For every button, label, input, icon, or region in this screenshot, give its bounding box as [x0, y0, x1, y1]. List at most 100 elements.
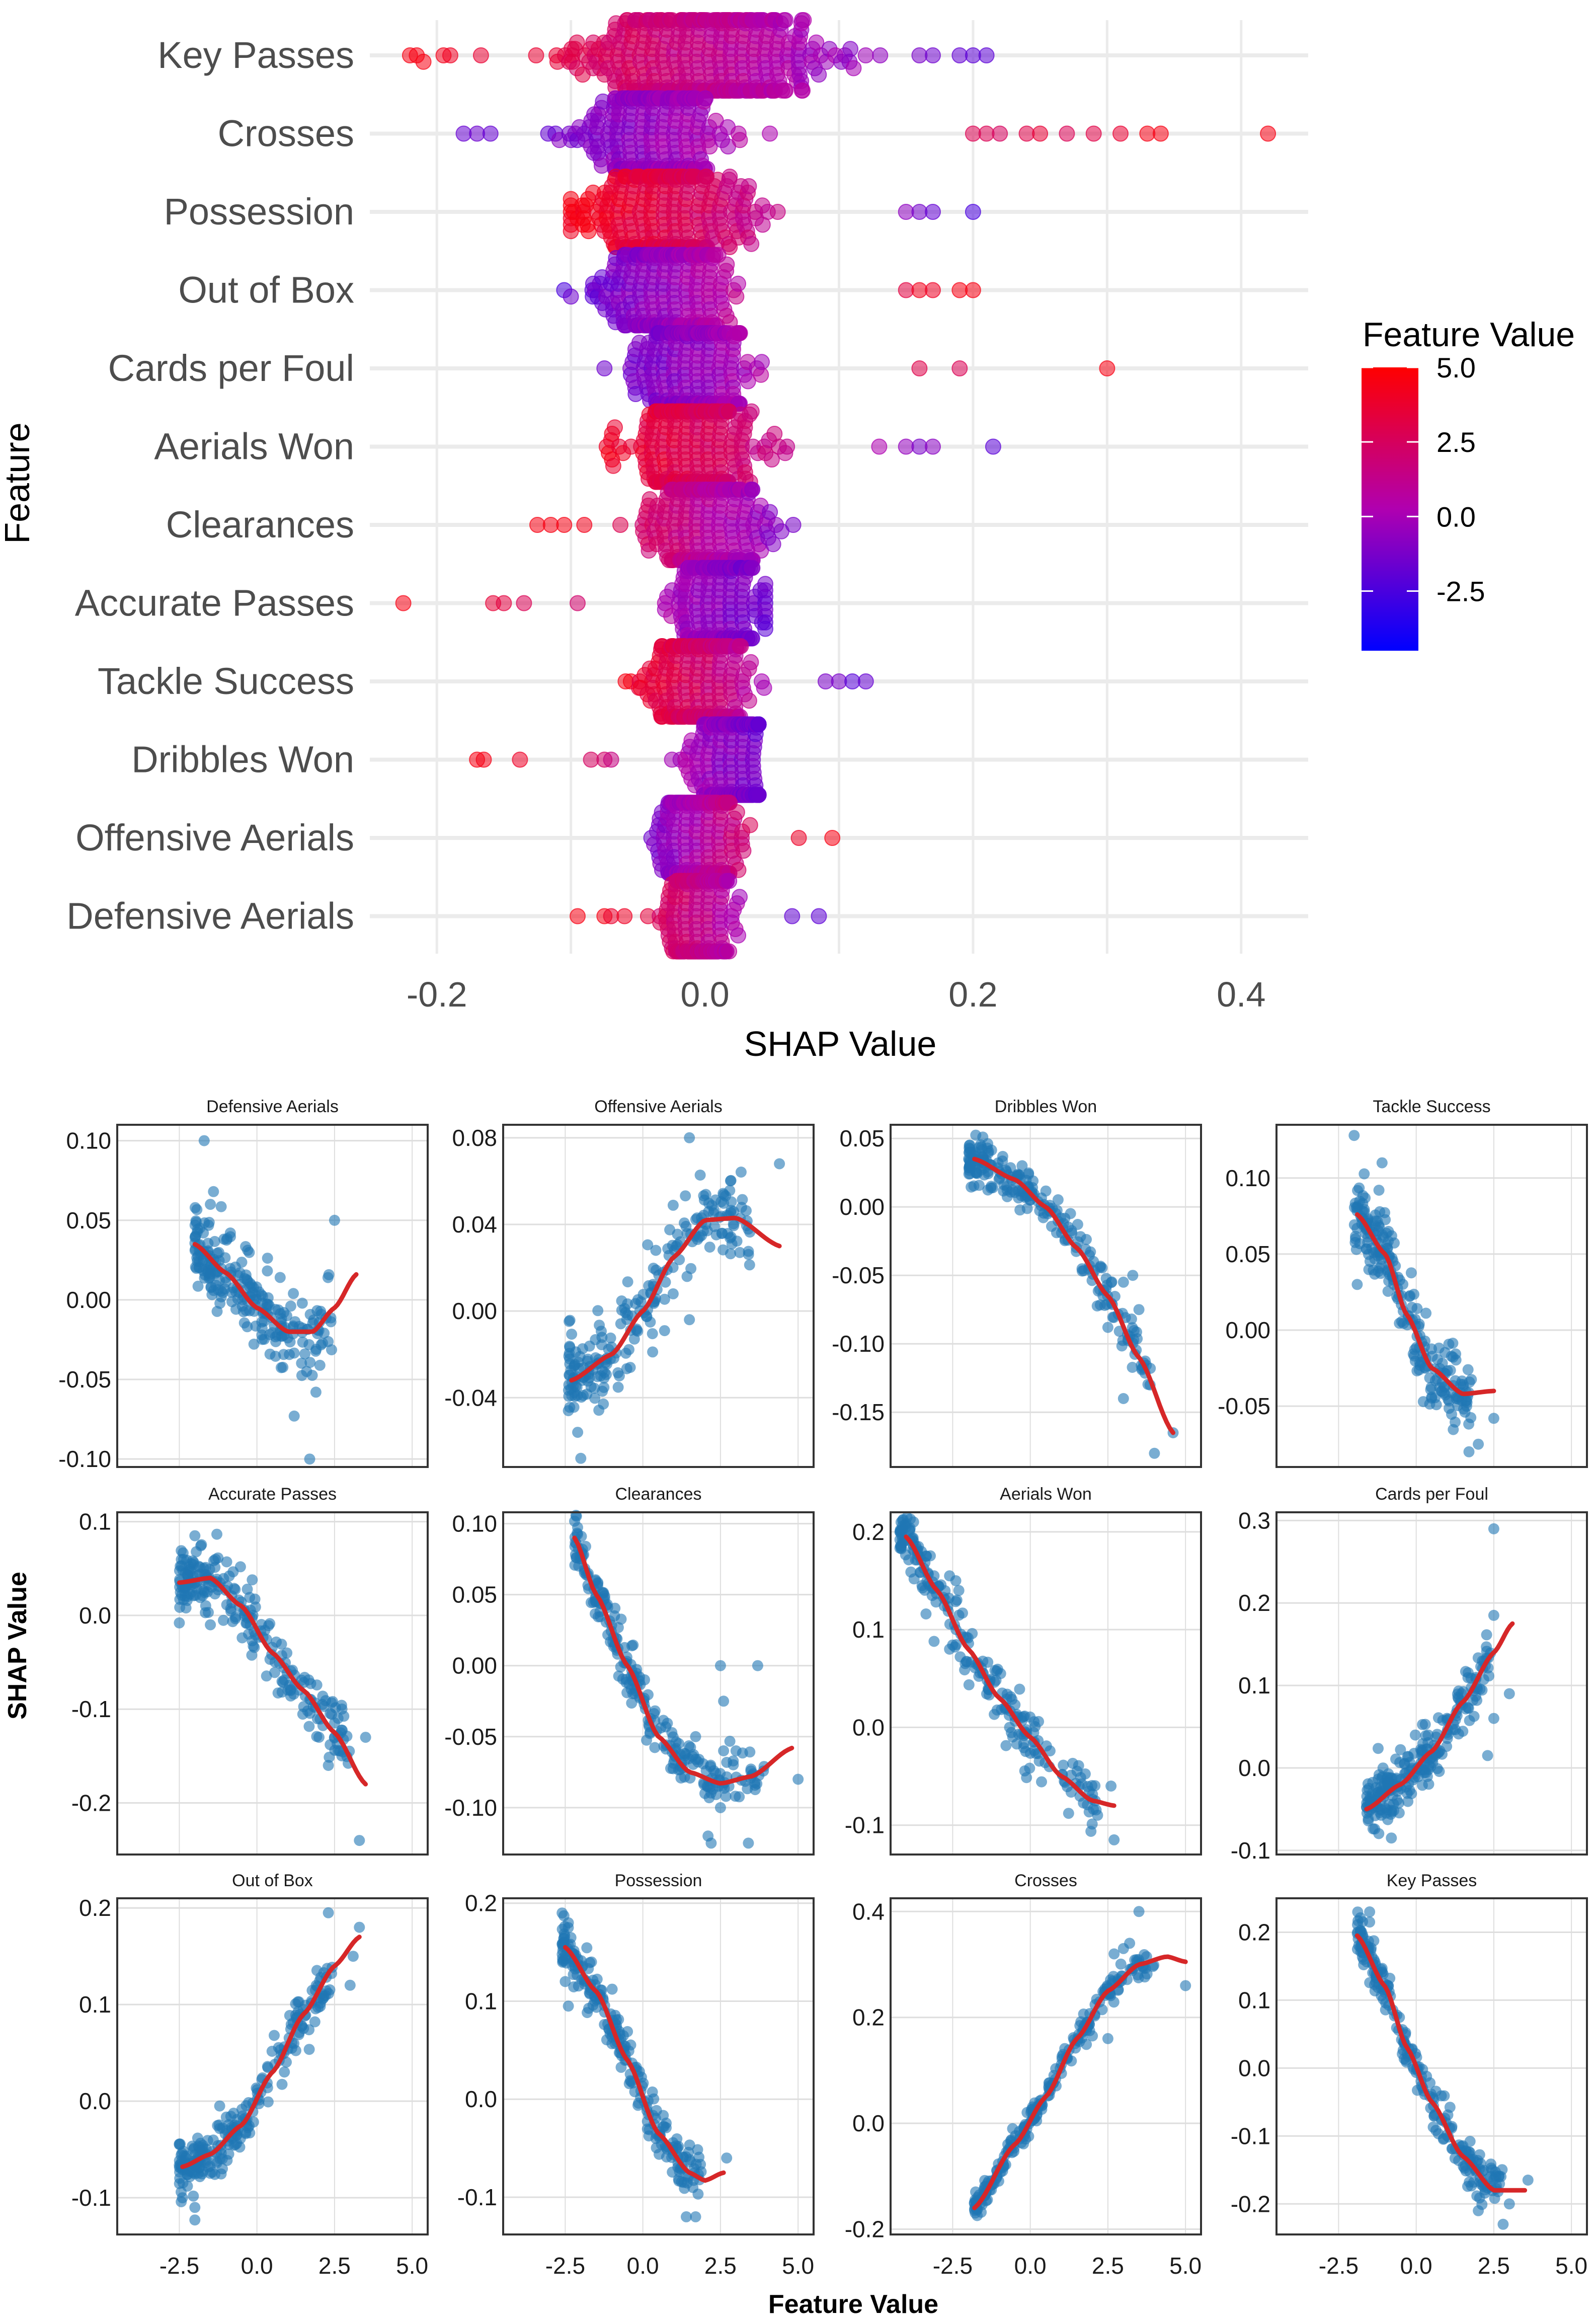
dependence-point	[288, 1410, 300, 1422]
dependence-point	[681, 1271, 693, 1282]
panel-title: Offensive Aerials	[594, 1097, 723, 1116]
beeswarm-point	[1260, 125, 1276, 142]
beeswarm-point	[756, 679, 772, 696]
beeswarm-point	[951, 47, 968, 63]
beeswarm-point	[1059, 125, 1075, 142]
feature-label: Tackle Success	[98, 660, 354, 702]
dependence-point	[259, 1334, 270, 1345]
beeswarm-point	[742, 817, 758, 833]
beeswarm-point	[750, 787, 767, 803]
dependence-point	[1359, 1168, 1370, 1180]
beeswarm-point	[729, 804, 745, 820]
dependence-point	[221, 1556, 232, 1568]
feature-label: Key Passes	[157, 34, 354, 76]
dependence-point	[1102, 1322, 1113, 1333]
beeswarm-point	[482, 125, 499, 142]
dependence-point	[1408, 1288, 1419, 1300]
legend-title: Feature Value	[1363, 316, 1575, 354]
dependence-point	[964, 1140, 975, 1151]
feature-label: Possession	[164, 191, 354, 233]
dependence-point	[244, 1247, 255, 1258]
dependence-point	[724, 1185, 736, 1196]
dependence-point	[1351, 1279, 1363, 1290]
dependence-point	[1149, 1447, 1160, 1459]
beeswarm-point	[898, 438, 914, 455]
dependence-point	[208, 1186, 219, 1197]
beeswarm-x-tick: -0.2	[407, 975, 467, 1014]
dependence-point	[223, 1570, 235, 1582]
dependence-point	[1372, 1215, 1383, 1227]
beeswarm-point	[965, 282, 981, 298]
panel-y-tick: -0.05	[1218, 1393, 1270, 1419]
dependence-point	[1127, 1270, 1139, 1281]
beeswarm-point	[556, 517, 573, 533]
feature-label: Cards per Foul	[108, 347, 354, 389]
dependence-point	[214, 1297, 226, 1309]
colorbar-tick-label: 2.5	[1437, 426, 1476, 458]
beeswarm-point	[898, 282, 914, 298]
dependence-point	[190, 1230, 201, 1242]
dependence-point	[236, 1257, 248, 1268]
beeswarm-point	[844, 673, 861, 689]
beeswarm-point	[580, 223, 597, 240]
dependence-point	[1349, 1237, 1361, 1248]
dependence-point	[564, 1316, 575, 1327]
dependence-point	[257, 1290, 268, 1302]
panel-y-tick: 0.1	[79, 1509, 111, 1535]
beeswarm-point	[911, 360, 928, 376]
dependence-point	[1411, 1303, 1423, 1315]
beeswarm-point	[583, 751, 599, 768]
beeswarm-point	[605, 457, 621, 474]
dependence-point	[1407, 1348, 1419, 1360]
beeswarm-point	[721, 943, 738, 960]
dependence-point	[310, 1386, 322, 1398]
dependence-point	[322, 1272, 334, 1283]
dependence-point	[1133, 1304, 1145, 1316]
dependence-point	[734, 1247, 746, 1258]
dependence-point	[1488, 1413, 1499, 1424]
colorbar-legend: Feature Value 5.02.50.0-2.5	[1362, 316, 1575, 651]
dependence-point	[647, 1346, 659, 1358]
beeswarm-point	[871, 438, 888, 455]
beeswarm-point	[743, 403, 760, 420]
dependence-point	[735, 1167, 747, 1178]
colorbar-tick-label: -2.5	[1437, 575, 1485, 607]
dependence-point	[1462, 1364, 1474, 1375]
beeswarm-point	[811, 908, 827, 924]
beeswarm-point	[817, 673, 834, 689]
dependence-point	[1348, 1130, 1360, 1141]
beeswarm-point	[790, 830, 807, 846]
beeswarm-x-tick: 0.0	[680, 975, 729, 1014]
beeswarm-point	[1085, 125, 1102, 142]
beeswarm-point	[596, 360, 613, 376]
beeswarm-point	[765, 536, 781, 553]
dependence-point	[285, 1300, 296, 1312]
dependence-point	[277, 1361, 289, 1373]
dependence-point	[684, 1132, 695, 1143]
dependence-point	[1463, 1446, 1475, 1457]
beeswarm-point	[965, 125, 981, 142]
dependence-point	[241, 1305, 252, 1317]
panel-title: Accurate Passes	[208, 1485, 337, 1504]
dependence-point	[189, 1202, 201, 1213]
beeswarm-point	[777, 12, 794, 28]
beeswarm-point	[857, 673, 874, 689]
panel-y-tick: 0.00	[1225, 1317, 1270, 1343]
dependence-point	[317, 1338, 329, 1349]
beeswarm-x-tick: 0.2	[948, 975, 997, 1014]
dependence-point	[572, 1427, 584, 1438]
beeswarm-point	[741, 692, 757, 709]
panel-y-tick: 0.05	[839, 1125, 885, 1151]
beeswarm-gridlines	[370, 20, 1308, 954]
beeswarm-point	[750, 716, 767, 733]
panel-y-tick: 0.05	[1225, 1241, 1270, 1267]
beeswarm-point	[744, 560, 761, 576]
panel-y-tick: -0.15	[832, 1399, 885, 1425]
dependence-point	[774, 1158, 785, 1170]
beeswarm-point	[570, 595, 586, 611]
beeswarm-points	[395, 12, 1276, 960]
